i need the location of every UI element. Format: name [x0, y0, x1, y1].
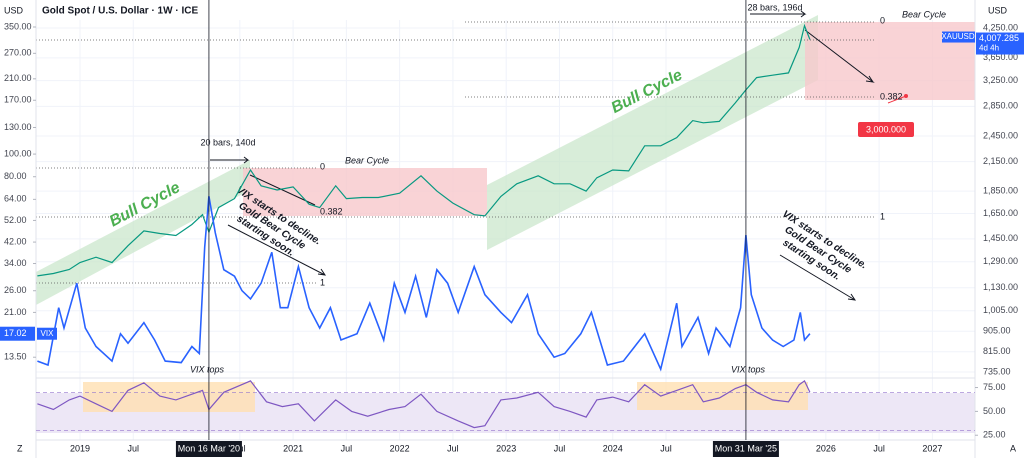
fib-label: 0.382	[880, 91, 903, 101]
y-tick-label: 42.00	[4, 236, 27, 246]
y-tick-label: 2,450.00	[983, 130, 1018, 140]
x-tick-label: Jul	[554, 443, 566, 453]
corner-button[interactable]: A	[1010, 443, 1016, 453]
crosshair-date: Mon 16 Mar '20	[178, 443, 240, 453]
x-tick-label: 2026	[816, 443, 836, 453]
y-tick-label: 21.00	[4, 307, 27, 317]
bars-label: 20 bars, 140d	[200, 137, 255, 147]
x-tick-label: 2022	[390, 443, 410, 453]
last-value: 17.02	[4, 328, 27, 338]
last-price: 4,007.285	[979, 33, 1019, 43]
bars-label: 28 bars, 196d	[747, 2, 802, 12]
y-tick-label: 2,150.00	[983, 156, 1018, 166]
y-tick-label: 3,650.00	[983, 52, 1018, 62]
y-tick-label: 34.00	[4, 258, 27, 268]
y-tick-label: 1,850.00	[983, 185, 1018, 195]
y-tick-label: 815.00	[983, 346, 1011, 356]
y-tick-label: 4,250.00	[983, 22, 1018, 32]
fib-label: 0	[320, 161, 325, 171]
x-tick-label: Jul	[341, 443, 353, 453]
y-tick-label: 1,005.00	[983, 305, 1018, 315]
corner-button[interactable]: Z	[17, 443, 23, 453]
currency-label: USD	[4, 5, 24, 15]
crosshair-date: Mon 31 Mar '25	[715, 443, 777, 453]
y-tick-label: 130.00	[4, 122, 32, 132]
target-point	[904, 94, 908, 98]
x-tick-label: 2023	[496, 443, 516, 453]
x-tick-label: 2019	[70, 443, 90, 453]
symbol-title: Gold Spot / U.S. Dollar · 1W · ICE	[42, 6, 198, 17]
x-tick-label: 2021	[283, 443, 303, 453]
x-tick-label: Jul	[873, 443, 885, 453]
series-line	[37, 379, 811, 429]
note-arrow	[227, 224, 327, 276]
series-line	[37, 196, 811, 372]
y-tick-label: 100.00	[4, 148, 32, 158]
x-tick-label: 2027	[922, 443, 942, 453]
fib-label: 0	[880, 15, 885, 25]
fib-lines	[36, 21, 876, 284]
x-tick-label: Jul	[447, 443, 459, 453]
crosshair-date-box	[175, 441, 242, 457]
y-tick-label: 170.00	[4, 95, 32, 105]
y-tick-label: 350.00	[4, 21, 32, 31]
x-tick-label: Jul	[660, 443, 672, 453]
y-tick-label: 13.50	[4, 352, 27, 362]
projection-arrow	[804, 29, 875, 83]
bear-zone	[243, 168, 487, 216]
y-tick-label: 25.00	[983, 430, 1006, 440]
y-tick-label: 1,650.00	[983, 208, 1018, 218]
target-box	[858, 122, 914, 137]
measure-arrow	[210, 156, 250, 164]
series-tag	[942, 31, 975, 43]
target-link	[887, 95, 907, 104]
measure-arrow	[750, 10, 807, 18]
price-tag	[976, 32, 1024, 55]
series-name: XAUUSD	[941, 32, 975, 41]
series-tag	[37, 327, 57, 340]
bear-cycle-label: Bear Cycle	[345, 155, 389, 165]
y-tick-label: 1,130.00	[983, 282, 1018, 292]
bear-cycle-label: Bear Cycle	[902, 9, 946, 19]
x-tick-label: 2024	[603, 443, 623, 453]
bull-channel	[487, 15, 818, 250]
y-tick-label: 52.00	[4, 215, 27, 225]
target-label: 3,000.000	[866, 124, 906, 134]
y-tick-label: 50.00	[983, 406, 1006, 416]
bar-countdown: 4d 4h	[979, 44, 999, 53]
crosshair-date-box	[712, 441, 779, 457]
y-tick-label: 3,250.00	[983, 75, 1018, 85]
arrows	[210, 10, 907, 301]
y-tick-label: 80.00	[4, 171, 27, 181]
y-tick-label: 270.00	[4, 48, 32, 58]
fib-label: 1	[320, 277, 325, 287]
rsi-top-zone	[83, 382, 255, 412]
y-tick-label: 26.00	[4, 285, 27, 295]
y-tick-label: 905.00	[983, 326, 1011, 336]
vix-tops-label: VIX tops	[190, 364, 225, 374]
y-tick-label: 2,850.00	[983, 101, 1018, 111]
y-tick-label: 1,450.00	[983, 233, 1018, 243]
currency-label: USD	[988, 5, 1008, 15]
vix-tops-label: VIX tops	[731, 364, 766, 374]
y-tick-label: 210.00	[4, 73, 32, 83]
y-tick-label: 64.00	[4, 194, 27, 204]
fib-label: 0.382	[320, 206, 343, 216]
series-name: VIX	[41, 329, 55, 338]
note-arrow	[779, 254, 857, 301]
y-tick-label: 1,290.00	[983, 256, 1018, 266]
swing-line	[249, 174, 316, 206]
x-tick-label: Jul	[128, 443, 140, 453]
fib-label: 1	[880, 211, 885, 221]
y-tick-label: 735.00	[983, 366, 1011, 376]
series-line	[37, 23, 811, 277]
price-tag	[0, 326, 35, 341]
y-tick-label: 75.00	[983, 382, 1006, 392]
